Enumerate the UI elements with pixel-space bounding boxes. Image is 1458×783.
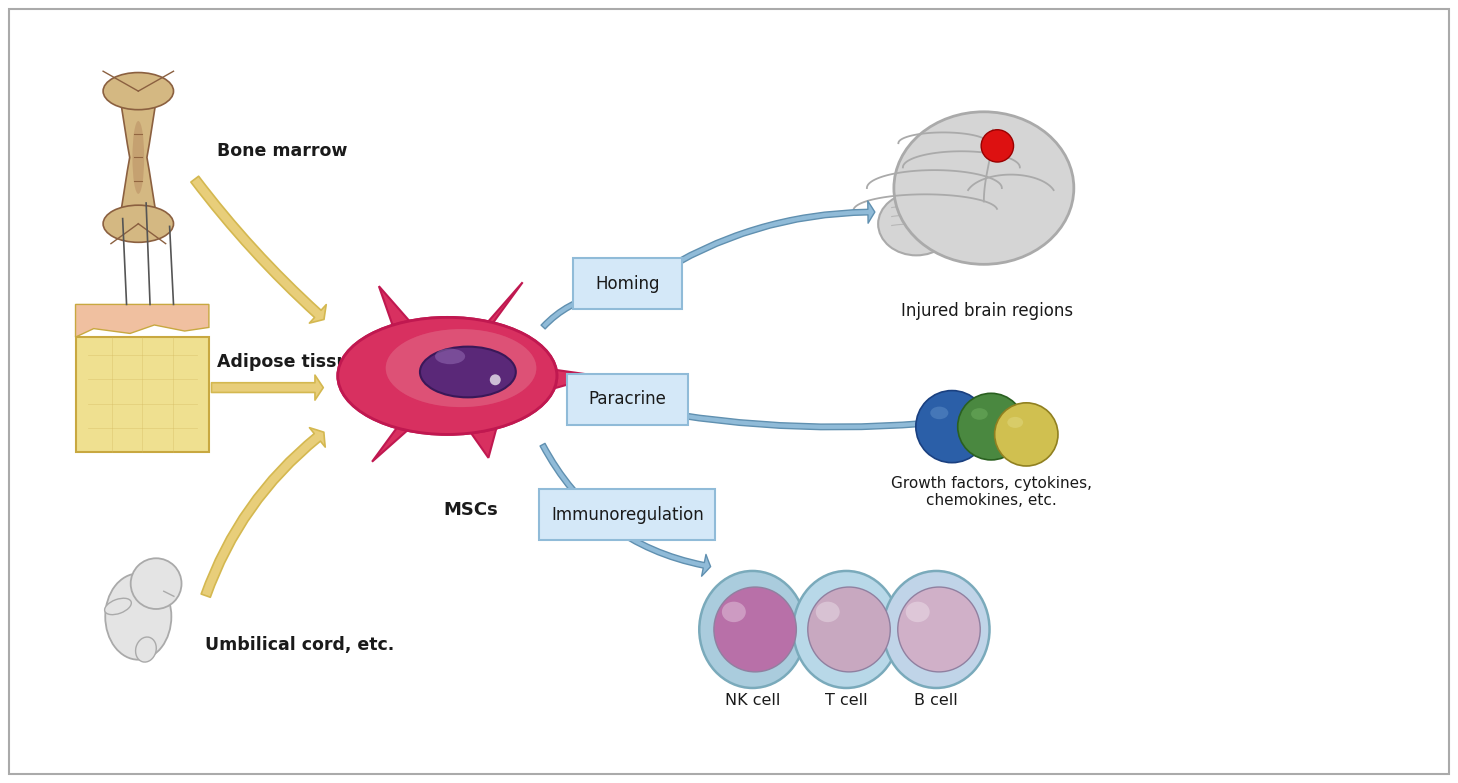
Text: B cell: B cell xyxy=(914,693,958,708)
Text: Immunoregulation: Immunoregulation xyxy=(551,506,704,524)
Ellipse shape xyxy=(386,329,537,407)
Ellipse shape xyxy=(338,317,557,435)
Polygon shape xyxy=(461,407,502,458)
Text: Adipose tissue: Adipose tissue xyxy=(217,353,360,371)
Ellipse shape xyxy=(898,587,980,672)
Polygon shape xyxy=(76,305,208,337)
Circle shape xyxy=(994,402,1059,466)
Text: Paracrine: Paracrine xyxy=(589,390,666,408)
Ellipse shape xyxy=(434,348,465,364)
FancyBboxPatch shape xyxy=(76,337,208,452)
Polygon shape xyxy=(372,407,433,462)
Ellipse shape xyxy=(971,408,987,420)
Ellipse shape xyxy=(386,329,537,407)
Text: Growth factors, cytokines,
chemokines, etc.: Growth factors, cytokines, chemokines, e… xyxy=(891,476,1092,508)
Ellipse shape xyxy=(136,637,156,662)
Text: Bone marrow: Bone marrow xyxy=(217,143,347,161)
Text: MSCs: MSCs xyxy=(443,501,499,518)
Text: T cell: T cell xyxy=(825,693,868,708)
Ellipse shape xyxy=(338,317,557,435)
Ellipse shape xyxy=(930,406,948,419)
Polygon shape xyxy=(475,282,522,337)
Polygon shape xyxy=(121,102,156,213)
Polygon shape xyxy=(544,368,598,392)
Text: Umbilical cord, etc.: Umbilical cord, etc. xyxy=(204,636,394,654)
FancyBboxPatch shape xyxy=(573,258,682,309)
Ellipse shape xyxy=(905,601,930,622)
Ellipse shape xyxy=(816,601,840,622)
Circle shape xyxy=(490,374,500,385)
Ellipse shape xyxy=(420,347,516,397)
Ellipse shape xyxy=(808,587,891,672)
Ellipse shape xyxy=(878,193,955,255)
Ellipse shape xyxy=(714,587,796,672)
Circle shape xyxy=(916,391,989,463)
Ellipse shape xyxy=(1007,417,1024,428)
Ellipse shape xyxy=(105,573,172,660)
Ellipse shape xyxy=(104,73,174,110)
Text: Homing: Homing xyxy=(595,275,659,293)
Ellipse shape xyxy=(104,205,174,242)
Circle shape xyxy=(958,393,1025,460)
Text: Injured brain regions: Injured brain regions xyxy=(901,301,1073,319)
Ellipse shape xyxy=(700,571,806,688)
Circle shape xyxy=(131,558,182,609)
Ellipse shape xyxy=(105,598,131,615)
Ellipse shape xyxy=(884,571,990,688)
Ellipse shape xyxy=(722,601,746,622)
FancyBboxPatch shape xyxy=(567,374,688,424)
Circle shape xyxy=(981,130,1013,162)
Ellipse shape xyxy=(894,112,1075,265)
Ellipse shape xyxy=(793,571,900,688)
Ellipse shape xyxy=(133,121,144,194)
Polygon shape xyxy=(379,286,420,345)
Text: NK cell: NK cell xyxy=(725,693,780,708)
FancyBboxPatch shape xyxy=(539,489,716,540)
